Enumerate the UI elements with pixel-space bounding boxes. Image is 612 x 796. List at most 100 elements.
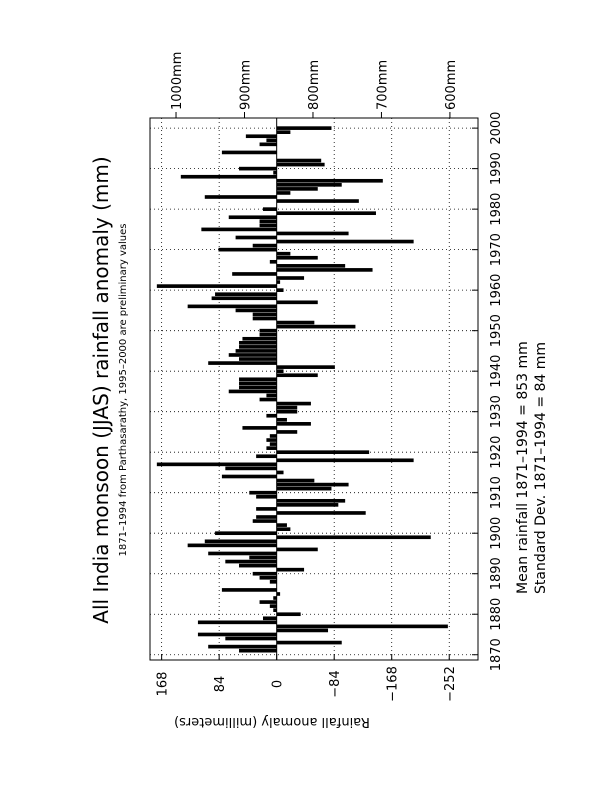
chart-subtitle: 1871–1994 from Parthasarathy, 1995–2000 … — [118, 224, 129, 557]
x-tick-label: 1950 — [489, 314, 504, 347]
bar — [256, 515, 277, 519]
bar — [239, 381, 277, 386]
bar — [276, 365, 335, 369]
bar — [228, 353, 277, 357]
x-tick-label: 1910 — [489, 476, 504, 509]
bar — [197, 620, 277, 625]
bar — [225, 559, 277, 564]
bar — [276, 592, 281, 596]
bar — [225, 466, 277, 471]
x-tick-label: 1960 — [489, 274, 504, 307]
bar — [239, 648, 277, 653]
bar — [276, 527, 291, 531]
y-tick-label: −84 — [328, 670, 343, 697]
bar — [276, 405, 298, 410]
bar — [269, 579, 277, 584]
x-tick-label: 1970 — [489, 233, 504, 266]
bar — [276, 567, 305, 572]
bar — [239, 385, 277, 390]
chart-title: All India monsoon (JJAS) rainfall anomal… — [89, 156, 113, 623]
bar — [276, 187, 318, 191]
bar — [242, 336, 277, 341]
bar — [276, 369, 284, 373]
bar — [276, 320, 315, 325]
x-tick-label: 2000 — [489, 112, 504, 145]
bar — [276, 470, 284, 475]
bar — [232, 272, 277, 276]
bar — [276, 211, 376, 216]
bar — [239, 166, 277, 171]
bar — [269, 604, 277, 608]
bar — [156, 462, 277, 467]
y-axis-label: Rainfall anomaly (millimeters) — [174, 714, 370, 729]
bar — [276, 486, 332, 491]
bar — [259, 575, 277, 580]
bar — [242, 426, 277, 430]
bar — [276, 640, 342, 645]
bar — [259, 223, 277, 228]
bar — [276, 458, 414, 463]
bar — [259, 142, 277, 147]
bar — [211, 296, 277, 301]
bar — [276, 624, 448, 629]
y-tick-label: −252 — [443, 666, 458, 702]
y-tick-label: 0 — [271, 680, 286, 688]
bar — [221, 150, 277, 155]
bar — [239, 340, 277, 345]
bar — [276, 498, 346, 503]
bar — [276, 239, 414, 244]
bar — [273, 596, 277, 600]
bar — [276, 231, 349, 236]
y2-tick-label: 800mm — [307, 60, 322, 110]
bar — [276, 199, 359, 203]
bar — [259, 600, 277, 604]
bar — [239, 357, 277, 361]
x-tick-label: 1930 — [489, 395, 504, 428]
bar — [221, 474, 277, 479]
bar — [266, 413, 277, 418]
bar — [276, 523, 287, 527]
bar — [276, 535, 431, 540]
bar — [252, 243, 277, 248]
bar — [262, 616, 277, 621]
bar — [204, 539, 277, 544]
bar — [262, 207, 277, 211]
bar — [276, 450, 370, 455]
bar — [208, 361, 277, 365]
bar — [221, 588, 277, 592]
bar — [276, 373, 318, 378]
bar — [235, 349, 277, 353]
bar — [156, 284, 277, 288]
bar — [276, 503, 339, 507]
bar — [266, 393, 277, 398]
x-tick-label: 1980 — [489, 193, 504, 226]
x-tick-label: 1870 — [489, 638, 504, 671]
bar — [276, 191, 291, 195]
bar — [276, 288, 284, 292]
bar — [208, 551, 277, 556]
bar — [180, 174, 277, 179]
bar — [197, 632, 277, 637]
bar — [239, 377, 277, 382]
bar — [239, 563, 277, 568]
annotation: Mean rainfall 1871–1994 = 853 mm — [515, 341, 531, 594]
y2-tick-label: 600mm — [444, 60, 459, 110]
bar — [187, 304, 277, 309]
bar — [276, 251, 291, 256]
bar — [249, 490, 277, 495]
bar — [252, 316, 277, 321]
y-tick-label: 84 — [213, 676, 228, 693]
bar — [276, 158, 322, 163]
bar — [276, 430, 298, 434]
x-tick-label: 1880 — [489, 598, 504, 631]
x-tick-label: 1940 — [489, 355, 504, 388]
bar — [204, 195, 277, 199]
bar — [276, 547, 318, 552]
bar — [239, 345, 277, 349]
bar — [252, 519, 277, 523]
bar — [276, 417, 287, 422]
bar — [208, 644, 277, 649]
bar — [276, 422, 311, 426]
bar — [276, 401, 311, 406]
bar — [276, 178, 383, 183]
